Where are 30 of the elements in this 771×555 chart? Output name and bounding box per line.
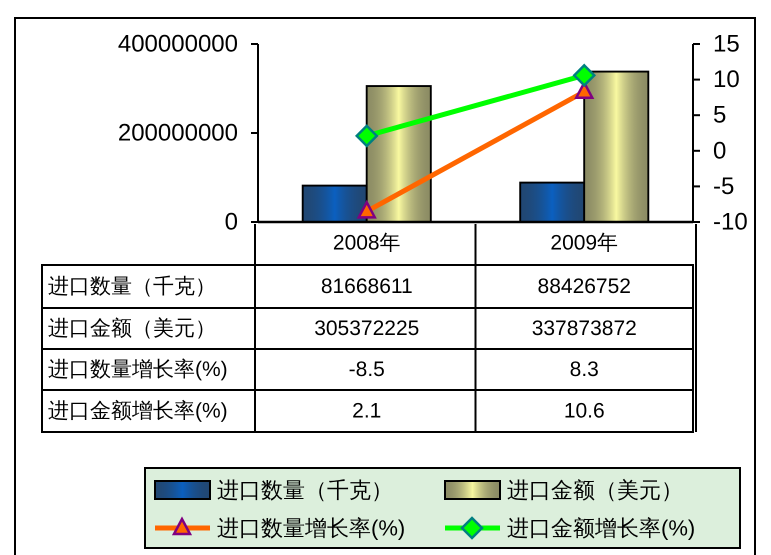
y-tick-label: 200000000 (118, 120, 238, 146)
y2-tick-label: 10 (713, 66, 740, 94)
y2-tick-label: 15 (713, 30, 740, 58)
text: 进口金额增长率(%) (48, 400, 228, 422)
y2-tick-label: -5 (713, 172, 734, 200)
y-tick-label: 0 (224, 208, 238, 236)
point (573, 64, 596, 87)
legend-label: 进口金额增长率(%) (507, 516, 696, 540)
data-label: 81668611 (320, 275, 413, 298)
data-label: 10.6 (564, 400, 605, 422)
y2-tick-label: -10 (713, 208, 748, 236)
data-label: 2.1 (352, 400, 382, 422)
y-tick-label: 400000000 (118, 30, 238, 58)
data-label: 337873872 (532, 317, 637, 340)
text: 进口数量（千克） (48, 275, 216, 298)
data-label: 8.3 (570, 358, 599, 381)
legend-label: 进口数量（千克） (217, 478, 393, 502)
point (358, 201, 376, 219)
legend-label: 进口金额（美元） (507, 478, 683, 502)
point (356, 124, 378, 148)
x-tick-label: 2009年 (550, 232, 618, 254)
x-tick-label: 2008年 (332, 232, 401, 254)
text: 进口金额（美元） (48, 317, 216, 340)
data-label: 88426752 (538, 275, 631, 298)
y2-tick-label: 5 (713, 102, 726, 129)
data-label: -8.5 (348, 358, 385, 381)
legend-label: 进口数量增长率(%) (217, 516, 406, 540)
text: 进口数量增长率(%) (48, 358, 228, 381)
data-label: 305372225 (314, 317, 420, 340)
y2-tick-label: 0 (713, 137, 726, 164)
